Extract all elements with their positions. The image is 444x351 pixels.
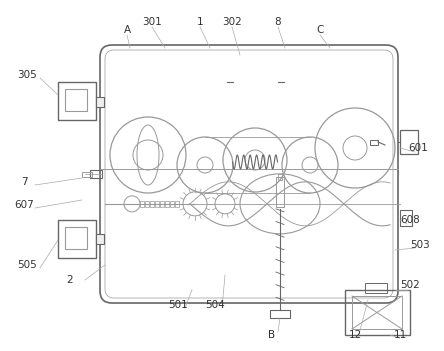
Bar bbox=[175, 201, 179, 207]
Text: 1: 1 bbox=[197, 17, 203, 27]
Text: 601: 601 bbox=[408, 143, 428, 153]
Bar bbox=[400, 130, 418, 154]
Text: 305: 305 bbox=[17, 70, 37, 80]
Bar bbox=[90, 170, 102, 178]
Text: 503: 503 bbox=[410, 240, 430, 250]
Text: 12: 12 bbox=[349, 330, 361, 340]
Bar bbox=[145, 201, 149, 207]
Bar bbox=[82, 172, 92, 177]
Text: C: C bbox=[316, 25, 324, 35]
Text: 8: 8 bbox=[275, 17, 281, 27]
Bar bbox=[165, 201, 169, 207]
Bar bbox=[96, 97, 104, 107]
Bar bbox=[400, 210, 412, 226]
Bar bbox=[345, 290, 410, 335]
Bar bbox=[140, 201, 144, 207]
Bar bbox=[65, 89, 87, 111]
Text: 302: 302 bbox=[222, 17, 242, 27]
Text: 501: 501 bbox=[168, 300, 188, 310]
Text: B: B bbox=[269, 330, 276, 340]
Bar bbox=[96, 234, 104, 244]
Bar bbox=[58, 82, 96, 120]
Text: 7: 7 bbox=[21, 177, 28, 187]
Text: 504: 504 bbox=[205, 300, 225, 310]
Bar bbox=[58, 220, 96, 258]
Bar bbox=[150, 201, 154, 207]
Bar bbox=[365, 283, 387, 293]
Text: A: A bbox=[123, 25, 131, 35]
Bar bbox=[352, 296, 402, 329]
Bar bbox=[270, 310, 290, 318]
Bar bbox=[370, 140, 378, 145]
Bar bbox=[155, 201, 159, 207]
Text: 2: 2 bbox=[67, 275, 73, 285]
Text: 11: 11 bbox=[393, 330, 407, 340]
Bar bbox=[160, 201, 164, 207]
Text: 502: 502 bbox=[400, 280, 420, 290]
Bar bbox=[276, 177, 284, 207]
Bar bbox=[65, 227, 87, 249]
Text: 607: 607 bbox=[14, 200, 34, 210]
Text: 608: 608 bbox=[400, 215, 420, 225]
Bar bbox=[170, 201, 174, 207]
Text: 301: 301 bbox=[142, 17, 162, 27]
Text: 505: 505 bbox=[17, 260, 37, 270]
Bar bbox=[278, 174, 282, 180]
